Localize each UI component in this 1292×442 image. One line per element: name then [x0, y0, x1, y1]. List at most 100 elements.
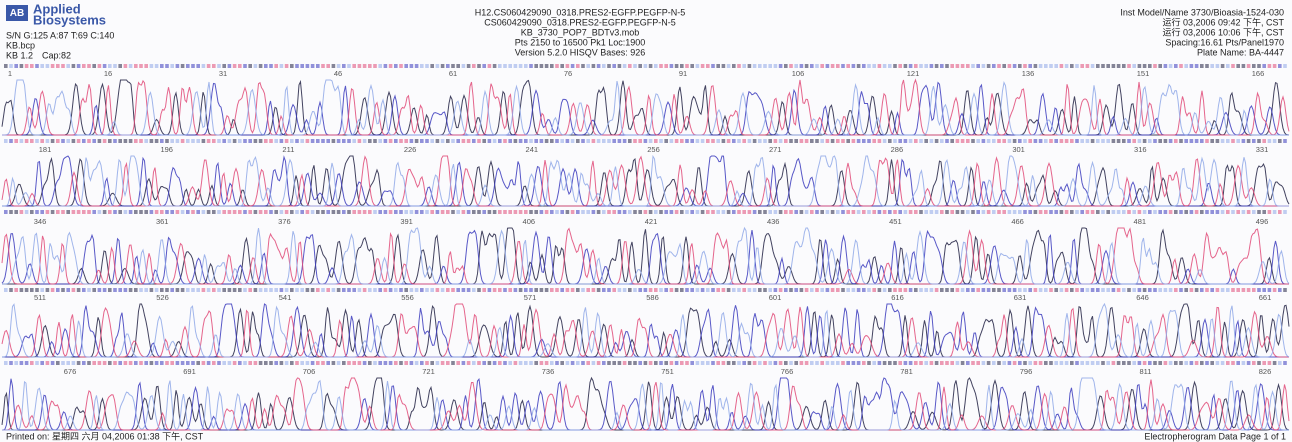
position-tick: 721 [422, 367, 435, 376]
base-call [607, 64, 611, 68]
base-call [14, 210, 18, 214]
base-call [1267, 139, 1272, 143]
base-call [1241, 64, 1246, 68]
base-call [1075, 64, 1079, 68]
base-call [612, 139, 616, 143]
base-call [128, 139, 133, 143]
base-call [30, 139, 34, 143]
base-call [50, 361, 55, 365]
position-tick: 241 [526, 145, 539, 154]
trace [2, 302, 1290, 358]
base-call [134, 288, 138, 292]
base-call [648, 139, 653, 143]
base-call [981, 210, 986, 214]
base-call [778, 210, 783, 214]
base-call [1070, 361, 1074, 365]
base-call [477, 361, 481, 365]
base-call [430, 361, 434, 365]
base-call [1215, 288, 1220, 292]
base-call [264, 210, 268, 214]
base-call [1132, 288, 1136, 292]
base-call [680, 288, 684, 292]
base-call [664, 139, 668, 143]
position-tick: 271 [769, 145, 782, 154]
base-call [638, 64, 642, 68]
base-call [581, 288, 585, 292]
base-call [1116, 139, 1121, 143]
base-call [617, 210, 622, 214]
base-call [227, 288, 232, 292]
trace-row: 676 691 706 721 736 751 766 781 796 811 826 [1, 361, 1290, 431]
base-call [934, 139, 939, 143]
base-call [690, 288, 694, 292]
base-call [227, 361, 232, 365]
base-call [134, 64, 138, 68]
base-call [758, 139, 762, 143]
base-call [919, 288, 923, 292]
base-call [908, 64, 913, 68]
base-call [498, 210, 502, 214]
base-call [882, 361, 887, 365]
base-call [71, 210, 76, 214]
base-call [35, 210, 39, 214]
base-call [1049, 288, 1053, 292]
base-call [331, 64, 336, 68]
base-call [508, 139, 512, 143]
base-call [711, 288, 715, 292]
position-tick: 556 [401, 293, 414, 302]
base-call [71, 288, 76, 292]
base-call [711, 139, 715, 143]
base-call [1023, 139, 1027, 143]
base-call [934, 64, 939, 68]
position-tick: 361 [156, 217, 169, 226]
base-call [893, 361, 897, 365]
base-call [1106, 361, 1110, 365]
base-call [420, 210, 424, 214]
base-call [4, 210, 8, 214]
base-call [524, 361, 528, 365]
base-call [1127, 139, 1131, 143]
header-right-line: Spacing:16.61 Pts/Panel1970 [1165, 37, 1284, 47]
base-call [695, 288, 700, 292]
base-call [825, 139, 830, 143]
base-call [347, 361, 351, 365]
base-call [888, 361, 892, 365]
base-call [1111, 139, 1116, 143]
base-call [30, 288, 34, 292]
base-call [9, 210, 13, 214]
base-call [799, 361, 804, 365]
base-call [1220, 361, 1225, 365]
base-call [1153, 64, 1157, 68]
base-call [1049, 139, 1053, 143]
base-call [160, 361, 164, 365]
position-tick: 631 [1014, 293, 1027, 302]
position-tick: 691 [183, 367, 196, 376]
base-call [456, 361, 460, 365]
base-call [794, 210, 798, 214]
base-call [976, 288, 980, 292]
base-call [409, 288, 414, 292]
base-call [1049, 361, 1053, 365]
base-call [336, 210, 341, 214]
base-call [1018, 288, 1022, 292]
base-call [264, 361, 268, 365]
base-call [690, 64, 694, 68]
base-call [35, 139, 39, 143]
base-call [9, 288, 13, 292]
base-call [1080, 139, 1084, 143]
base-call [706, 361, 710, 365]
base-call [695, 210, 700, 214]
trace [2, 154, 1289, 207]
position-tick: 646 [1136, 293, 1149, 302]
base-call [648, 210, 653, 214]
base-call [394, 64, 398, 68]
base-call [4, 361, 8, 365]
position-tick: 331 [1256, 145, 1269, 154]
base-call [1200, 210, 1204, 214]
base-call [118, 139, 122, 143]
base-call [518, 64, 523, 68]
base-call [1137, 361, 1142, 365]
base-call [279, 288, 284, 292]
base-call [820, 361, 824, 365]
base-call [518, 139, 523, 143]
